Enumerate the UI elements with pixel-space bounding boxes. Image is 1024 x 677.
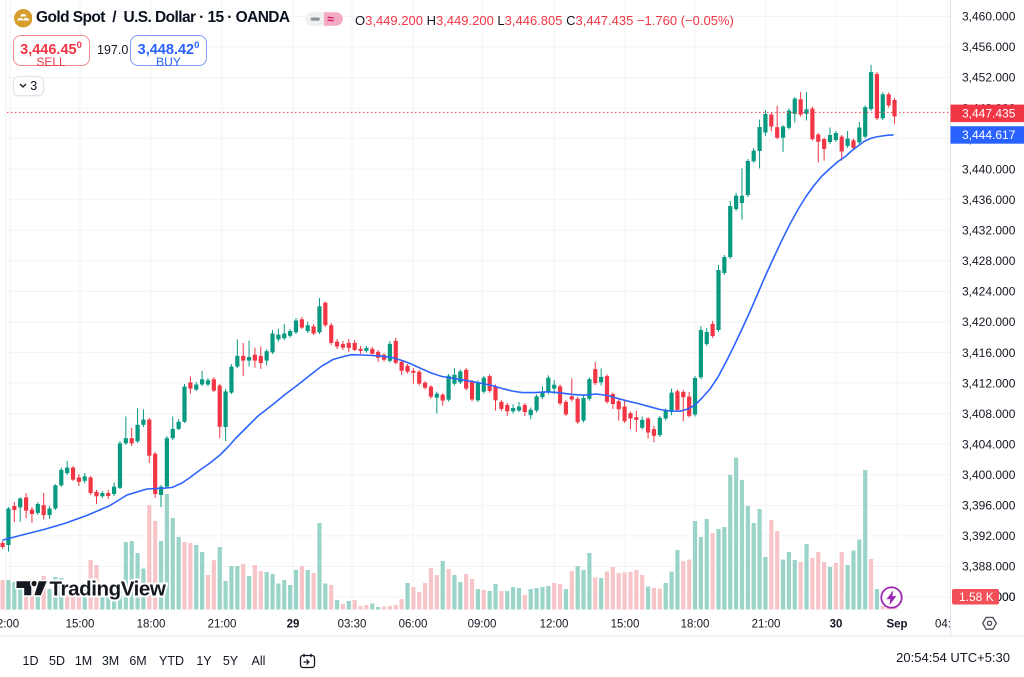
svg-text:3,392.000: 3,392.000 bbox=[962, 529, 1016, 543]
svg-text:TradingView: TradingView bbox=[50, 578, 166, 601]
svg-text:3,416.000: 3,416.000 bbox=[962, 346, 1016, 360]
svg-text:12:00: 12:00 bbox=[540, 619, 569, 631]
svg-text:3,440.000: 3,440.000 bbox=[962, 162, 1016, 176]
svg-text:2:00: 2:00 bbox=[0, 619, 19, 631]
svg-text:3,396.000: 3,396.000 bbox=[962, 499, 1016, 513]
svg-text:Sep: Sep bbox=[886, 619, 907, 631]
svg-text:3,456.000: 3,456.000 bbox=[962, 40, 1016, 54]
svg-text:21:00: 21:00 bbox=[208, 619, 237, 631]
svg-text:1.58 K: 1.58 K bbox=[959, 590, 994, 604]
svg-text:29: 29 bbox=[287, 619, 300, 631]
svg-text:3,444.617: 3,444.617 bbox=[962, 128, 1016, 142]
svg-text:06:00: 06:00 bbox=[399, 619, 428, 631]
svg-text:3,432.000: 3,432.000 bbox=[962, 224, 1016, 238]
svg-text:3,388.000: 3,388.000 bbox=[962, 560, 1016, 574]
svg-text:30: 30 bbox=[830, 619, 843, 631]
svg-text:3,408.000: 3,408.000 bbox=[962, 407, 1016, 421]
svg-text:3,412.000: 3,412.000 bbox=[962, 376, 1016, 390]
svg-text:3,428.000: 3,428.000 bbox=[962, 254, 1016, 268]
svg-text:3,400.000: 3,400.000 bbox=[962, 468, 1016, 482]
svg-text:21:00: 21:00 bbox=[752, 619, 781, 631]
svg-text:3,404.000: 3,404.000 bbox=[962, 437, 1016, 451]
svg-text:18:00: 18:00 bbox=[681, 619, 710, 631]
svg-text:3,452.000: 3,452.000 bbox=[962, 71, 1016, 85]
svg-text:09:00: 09:00 bbox=[468, 619, 497, 631]
svg-text:15:00: 15:00 bbox=[66, 619, 95, 631]
svg-text:3,436.000: 3,436.000 bbox=[962, 193, 1016, 207]
svg-text:3,447.435: 3,447.435 bbox=[962, 107, 1016, 121]
svg-text:3,460.000: 3,460.000 bbox=[962, 10, 1016, 24]
svg-text:03:30: 03:30 bbox=[338, 619, 367, 631]
svg-text:15:00: 15:00 bbox=[611, 619, 640, 631]
svg-text:3,424.000: 3,424.000 bbox=[962, 285, 1016, 299]
svg-text:04:: 04: bbox=[935, 619, 951, 631]
svg-text:3,420.000: 3,420.000 bbox=[962, 315, 1016, 329]
svg-text:18:00: 18:00 bbox=[137, 619, 166, 631]
svg-text:≈: ≈ bbox=[327, 12, 334, 26]
